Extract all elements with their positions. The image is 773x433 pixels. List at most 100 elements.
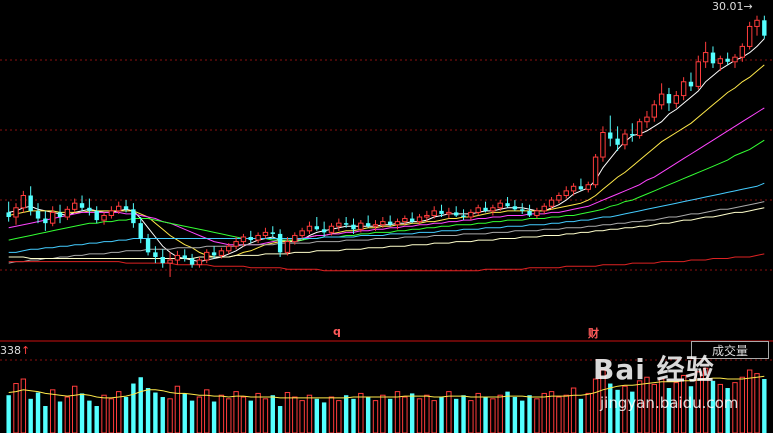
candle-body-up [292, 234, 298, 243]
candle-body-up [20, 194, 27, 209]
candle [512, 200, 518, 211]
candle [20, 190, 27, 213]
candle-body-down [387, 221, 393, 225]
candle [739, 43, 746, 62]
candle-body-down [211, 252, 217, 256]
candle-body-up [746, 25, 753, 47]
volume-bar-up [600, 369, 606, 433]
volume-bar-up [475, 392, 481, 433]
candle-body-down [153, 252, 158, 257]
candle-body-up [644, 116, 650, 123]
volume-bar-down [270, 395, 275, 433]
volume-bar-up [680, 374, 687, 433]
candle-body-up [108, 210, 115, 216]
candle [351, 218, 356, 234]
candle [336, 218, 342, 231]
candle-body-up [446, 211, 452, 215]
candle [49, 206, 56, 227]
candle-body-down [409, 218, 415, 222]
candle [497, 200, 503, 211]
candle [490, 204, 496, 216]
candle [380, 217, 386, 228]
candle-body-up [570, 185, 577, 192]
candle-body-down [94, 210, 99, 221]
candle-body-up [475, 207, 481, 213]
marker-finance[interactable]: 财 [588, 327, 599, 340]
candle [394, 218, 401, 230]
volume-bar-up [622, 385, 628, 433]
marker-q[interactable]: q [333, 325, 341, 338]
candle-body-down [710, 52, 716, 64]
candle-body-up [394, 221, 401, 226]
candle-body-up [233, 241, 239, 247]
volume-bar-down [79, 393, 85, 433]
volume-bar-up [746, 369, 753, 433]
candle-body-down [123, 206, 129, 210]
candle-body-down [688, 81, 694, 87]
candle-body-up [167, 259, 173, 264]
candle [468, 209, 474, 221]
candle-body-up [754, 19, 760, 27]
candle-body-down [762, 20, 767, 36]
candle [453, 206, 459, 218]
candle [475, 204, 481, 216]
volume-bar-up [732, 382, 738, 433]
candle-body-up [548, 199, 555, 207]
volume-bar-up [372, 400, 379, 433]
candle [446, 207, 452, 219]
volume-bar-down [57, 401, 63, 433]
candle [262, 227, 269, 239]
candle [622, 129, 628, 150]
candle [182, 249, 187, 262]
candle-body-down [512, 206, 518, 210]
candle [673, 90, 679, 108]
candle [644, 110, 650, 128]
candle-body-up [372, 224, 379, 227]
volume-bar-up [497, 394, 503, 433]
candle [226, 243, 232, 254]
candle-body-up [556, 194, 562, 201]
volume-bar-up [534, 398, 540, 433]
volume-bar-down [483, 397, 488, 433]
candle [358, 220, 364, 233]
candle [270, 226, 275, 237]
candle-body-down [520, 209, 525, 211]
candle [505, 197, 510, 208]
candle [123, 200, 129, 213]
candle [343, 217, 349, 228]
volume-bar-up [658, 378, 665, 433]
candle [570, 183, 577, 196]
candle-body-down [6, 212, 11, 218]
volume-bar-up [284, 392, 291, 433]
candle [167, 252, 173, 277]
candle-body-down [138, 223, 143, 239]
moving-average-lines [8, 38, 765, 272]
candle [710, 46, 716, 68]
volume-ma-line [8, 375, 765, 399]
volume-bar-up [431, 400, 437, 433]
volume-indicator-button[interactable]: 成交量 [691, 341, 769, 359]
candle [189, 253, 195, 268]
volume-bar-up [299, 400, 305, 433]
candle [255, 232, 261, 244]
candle [387, 215, 393, 227]
volume-bar-down [160, 397, 165, 433]
candle [204, 249, 210, 264]
candle [28, 186, 33, 216]
candle [218, 247, 225, 259]
candle-body-up [299, 230, 305, 236]
candle [365, 215, 371, 228]
ma-line [8, 182, 765, 253]
candle-body-up [534, 210, 540, 216]
volume-bar-up [556, 396, 562, 433]
volume-bar-up [636, 380, 643, 433]
candle-body-down [248, 236, 253, 241]
volume-bar-up [204, 389, 210, 433]
volume-bar-down [666, 388, 672, 433]
candle [153, 246, 158, 264]
price-max-label: 30.01→ [712, 0, 753, 13]
candle-body-up [358, 222, 364, 230]
volume-bar-up [402, 396, 408, 433]
ma-line [8, 207, 765, 259]
candle-body-up [717, 58, 724, 64]
